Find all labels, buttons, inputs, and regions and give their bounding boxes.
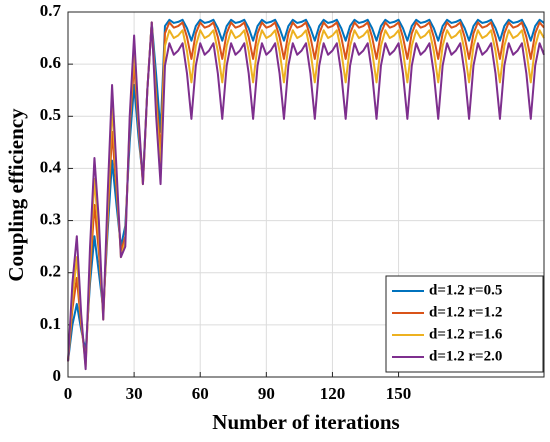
legend: d=1.2 r=0.5 d=1.2 r=1.2 d=1.2 r=1.6 d=1.2 r… — [385, 275, 544, 373]
x-tick-label: 120 — [320, 384, 346, 403]
y-tick-label: 0.6 — [40, 53, 61, 72]
y-tick-label: 0.5 — [40, 105, 61, 124]
y-tick-label: 0.3 — [40, 209, 61, 228]
x-tick-label: 30 — [126, 384, 143, 403]
y-tick-label: 0 — [53, 366, 62, 385]
legend-label: d=1.2 r=1.6 — [429, 326, 503, 342]
y-axis-label: Coupling efficiency — [4, 108, 28, 282]
legend-label: d=1.2 r=1.2 — [429, 304, 502, 320]
y-tick-label: 0.2 — [40, 262, 61, 281]
y-tick-label: 0.7 — [40, 1, 62, 20]
y-tick-label: 0.1 — [40, 314, 61, 333]
x-tick-label: 150 — [386, 384, 412, 403]
series-line — [67, 21, 545, 371]
y-tick-label: 0.4 — [40, 157, 62, 176]
legend-label: d=1.2 r=0.5 — [429, 282, 502, 298]
x-tick-label: 90 — [258, 384, 275, 403]
x-tick-label: 0 — [64, 384, 73, 403]
legend-label: d=1.2 r=2.0 — [429, 348, 502, 364]
x-tick-label: 60 — [192, 384, 209, 403]
axes-box — [67, 11, 545, 378]
x-axis-label: Number of iterations — [212, 410, 399, 434]
